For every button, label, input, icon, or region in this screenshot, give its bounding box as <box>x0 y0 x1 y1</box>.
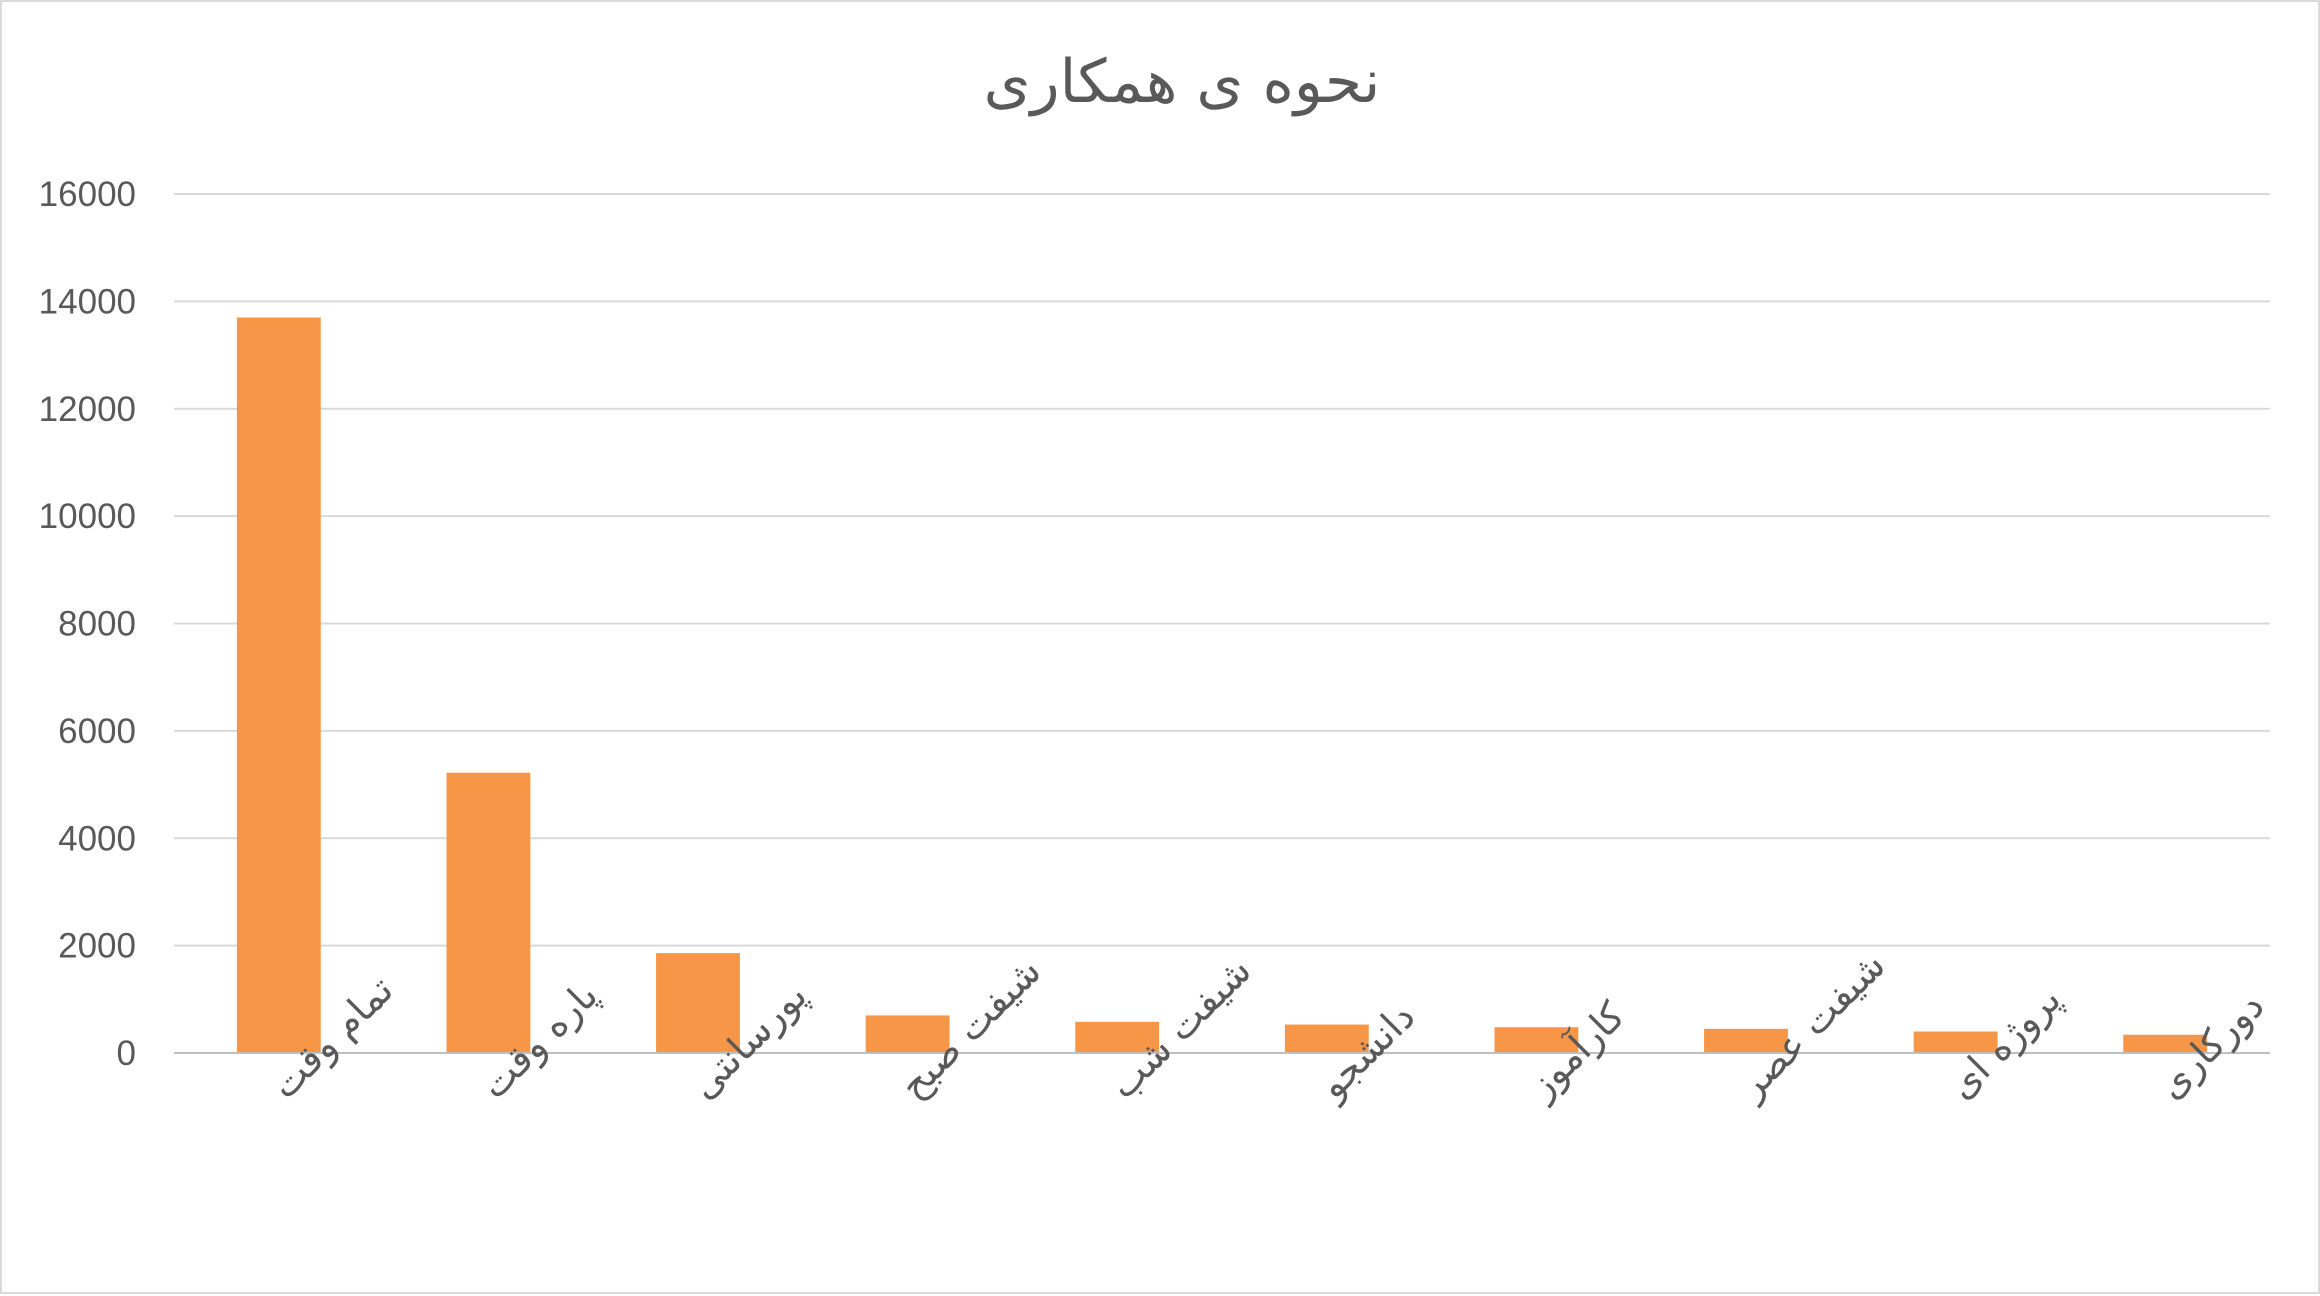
x-axis-ticks: تمام وقت پاره وقت پورسانتی شیفت صبح شیفت شب د… <box>262 943 2273 1110</box>
bars <box>236 317 2208 1053</box>
bar <box>1704 1028 1788 1053</box>
y-tick-label: 12000 <box>39 390 136 429</box>
y-tick-label: 10000 <box>39 497 136 536</box>
bar <box>2123 1034 2208 1053</box>
bar <box>865 1015 950 1053</box>
y-tick-label: 4000 <box>58 819 136 858</box>
y-tick-label: 8000 <box>58 605 136 644</box>
bar <box>1075 1021 1160 1053</box>
y-axis-ticks: 0 2000 4000 6000 8000 10000 12000 14000 16000 <box>39 175 136 1073</box>
bar <box>1913 1031 1998 1053</box>
x-tick-label: شیفت عصر <box>1728 943 1895 1110</box>
bar <box>236 317 321 1053</box>
bar <box>446 772 531 1053</box>
bar <box>656 953 740 1053</box>
chart-title: نحوه ی همکاری <box>984 47 1381 117</box>
y-tick-label: 6000 <box>58 712 136 751</box>
y-tick-label: 2000 <box>58 927 136 966</box>
y-tick-label: 14000 <box>39 282 136 321</box>
bar <box>1494 1027 1579 1053</box>
y-tick-label: 16000 <box>39 175 136 214</box>
y-tick-label: 0 <box>117 1034 136 1073</box>
bar <box>1284 1024 1369 1053</box>
